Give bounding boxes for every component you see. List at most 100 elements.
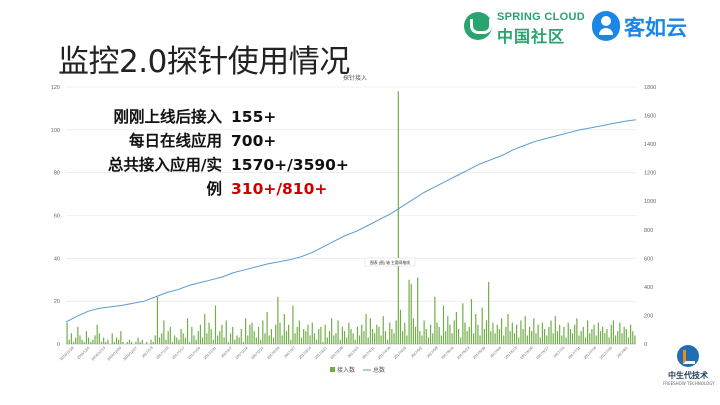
y-tick-label-right: 800 [644,228,653,234]
info-value: 155+ [231,108,277,126]
bar [277,296,279,344]
bar [625,329,627,344]
bar [606,329,608,344]
x-tick-label: 2017/2/7 [220,346,233,359]
bar [531,331,533,344]
bar [223,337,225,344]
total-line [65,119,637,323]
spring-cloud-cn-text: 中国社区 [497,27,566,46]
bar [395,320,397,344]
bar [180,329,182,344]
bar [131,341,133,344]
bar [128,339,131,344]
bar [75,337,77,344]
bar [389,322,391,344]
bar [569,329,571,344]
bar [584,337,587,344]
bar [161,333,163,344]
bar [404,322,406,344]
bar [195,339,197,344]
bar [217,335,219,344]
bar [498,329,501,344]
bar [103,337,105,344]
bar [174,335,176,344]
bar [602,326,604,344]
bar [556,331,559,344]
bar [571,333,574,344]
x-tick-label: 2017/6/13 [504,346,518,360]
bar [453,320,455,344]
bar [632,331,634,344]
bar [309,335,311,344]
bar [324,324,326,344]
bar [408,279,410,344]
bar [363,331,365,344]
bar [70,333,72,344]
bar [113,341,115,344]
bar [268,335,270,344]
bar [105,341,107,344]
bar [66,322,68,344]
x-tick-label: 2017/7/4 [553,346,566,359]
info-value: 700+ [231,132,277,150]
bar [251,322,253,344]
bar [219,331,221,344]
x-tick-label: 2017/2/28 [266,346,280,360]
info-row: 总共接入应用/实 1570+/3590+ [80,153,349,177]
bar [339,339,341,344]
bottom-logo-subtext: FREESHOW TECHNOLOGY [663,381,715,386]
x-tick-label: 2016/12/20 [107,346,123,362]
bar [182,333,184,344]
bar [630,324,632,344]
bar [447,316,449,344]
info-label: 总共接入应用/实 [107,156,222,174]
bar [490,331,492,344]
bar [554,316,556,344]
bar [567,322,569,344]
bar [374,333,376,344]
bar [406,335,408,344]
bar [150,339,152,344]
bar [543,329,546,344]
bar [488,281,490,344]
bar [612,320,615,344]
bar [445,331,447,344]
bar [83,341,85,344]
bar [294,333,296,344]
bar [240,329,242,344]
x-tick-label: 2017/3/28 [330,346,344,360]
bar [580,331,582,344]
x-tick-label: 2017/4/4 [347,346,360,359]
bar [146,341,148,344]
bar [565,337,567,344]
bar [337,320,339,344]
x-tick-label: 2017/5/9 [426,346,439,359]
bar [234,339,236,344]
bar [414,326,417,344]
bar [176,337,178,344]
legend-bar-swatch [330,367,335,372]
bar [163,320,165,344]
bar [599,331,602,344]
bar [197,331,199,344]
bar [619,322,621,344]
x-tick-label: 2016/11/29 [59,346,74,361]
bar [359,335,361,344]
bar [296,326,298,344]
bar [242,341,245,344]
bar [184,337,186,344]
bar [610,324,612,344]
bar [122,341,124,344]
bar [111,333,113,344]
bar [578,335,580,344]
bar [500,318,503,344]
y-tick-label-right: 600 [644,256,653,262]
bar [412,318,414,344]
bar [253,331,255,344]
x-tick-label: 2016/12/13 [91,346,107,362]
bar [509,331,511,344]
bar [100,341,103,344]
x-tick-label: 2017/6/6 [489,346,502,359]
bar [460,337,462,344]
bar [167,331,169,344]
